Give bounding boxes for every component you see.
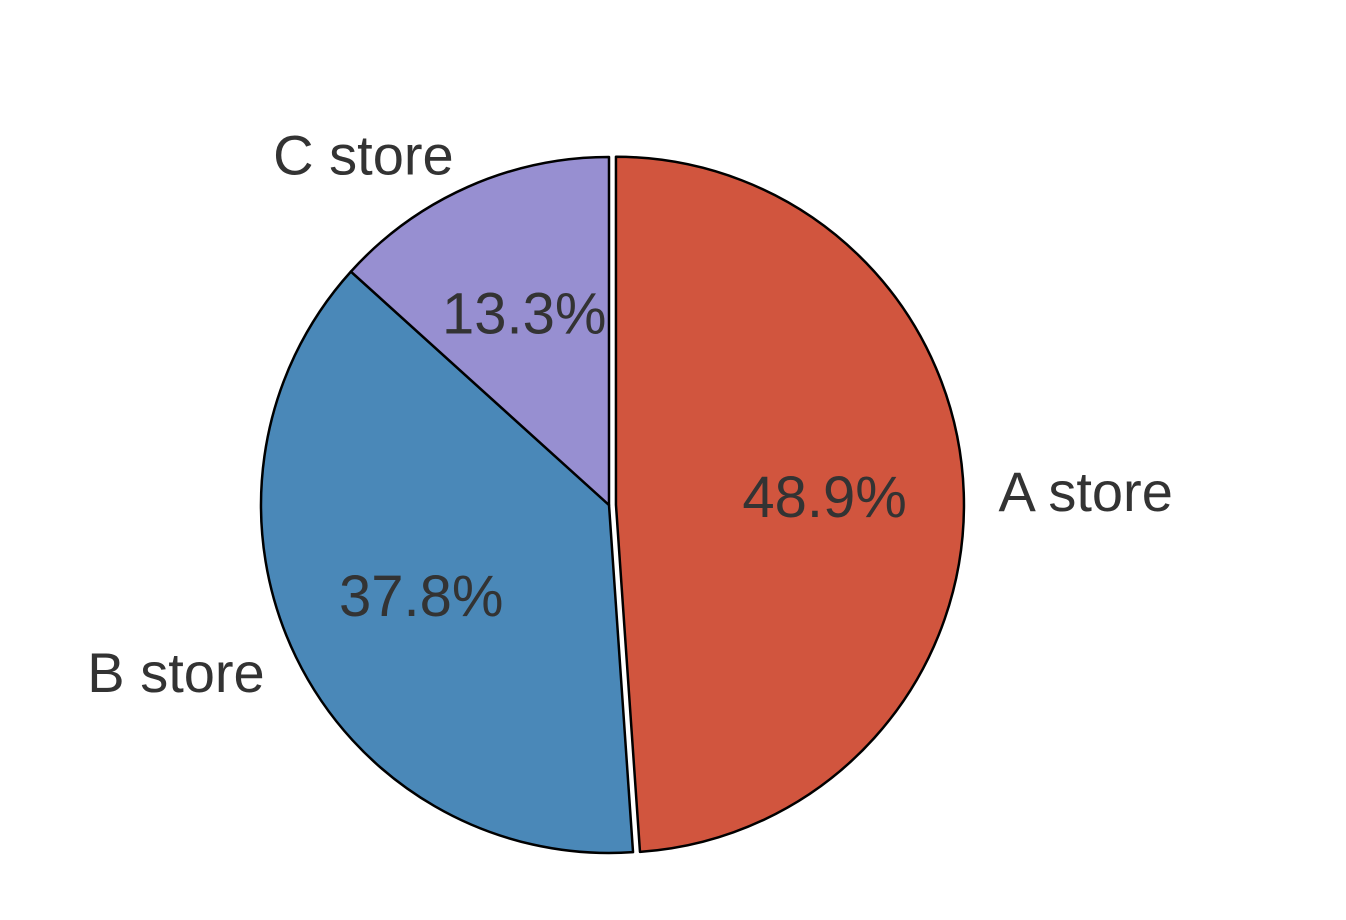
pie-slices [259, 155, 966, 855]
percent-label-b-store: 37.8% [339, 564, 503, 629]
category-label-c-store: C store [273, 124, 454, 187]
category-labels: A store B store C store [87, 124, 1173, 704]
percent-labels: 48.9% 37.8% 13.3% [339, 282, 907, 629]
pie-slice-b-store [259, 270, 635, 855]
pie-slice-c-store [349, 155, 611, 507]
category-label-b-store: B store [87, 641, 264, 704]
percent-label-a-store: 48.9% [742, 465, 906, 530]
pie-slice-a-store [614, 155, 966, 854]
category-label-a-store: A store [999, 460, 1173, 523]
percent-label-c-store: 13.3% [442, 282, 606, 347]
